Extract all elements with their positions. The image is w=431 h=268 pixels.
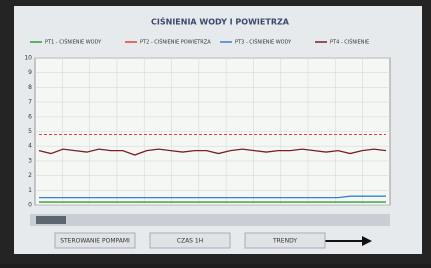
button-label[interactable]: TRENDY	[272, 238, 297, 245]
y-tick-label: 10	[24, 55, 32, 62]
button-label[interactable]: CZAS 1H	[177, 238, 203, 245]
button-label[interactable]: STEROWANIE POMPAMI	[60, 238, 130, 245]
scroll-thumb	[36, 216, 66, 224]
y-tick-label: 5	[28, 128, 32, 135]
y-tick-label: 0	[28, 202, 32, 209]
title: CIŚNIENIA WODY I POWIETRZA	[151, 16, 290, 27]
legend-label: PT4 - CIŚNIENIE	[330, 39, 369, 46]
legend-label: PT3 - CIŚNIENIE WODY	[235, 39, 292, 46]
y-tick-label: 2	[28, 172, 32, 179]
y-tick-label: 7	[28, 99, 32, 106]
y-tick-label: 9	[28, 69, 32, 76]
y-tick-label: 3	[28, 157, 32, 164]
y-tick-label: 6	[28, 113, 32, 120]
legend-label: PT2 - CIŚNIENIE POWIETRZA	[140, 39, 211, 46]
scrollbar	[30, 214, 390, 226]
screen-photo: CIŚNIENIA WODY I POWIETRZA 0 1 2 3 4 5 6 7 8 9 10 P…	[0, 0, 431, 264]
y-tick-label: 1	[28, 187, 32, 194]
y-tick-label: 4	[28, 143, 32, 150]
legend-label: PT1 - CIŚNIENIE WODY	[45, 39, 102, 46]
y-tick-label: 8	[28, 84, 32, 91]
